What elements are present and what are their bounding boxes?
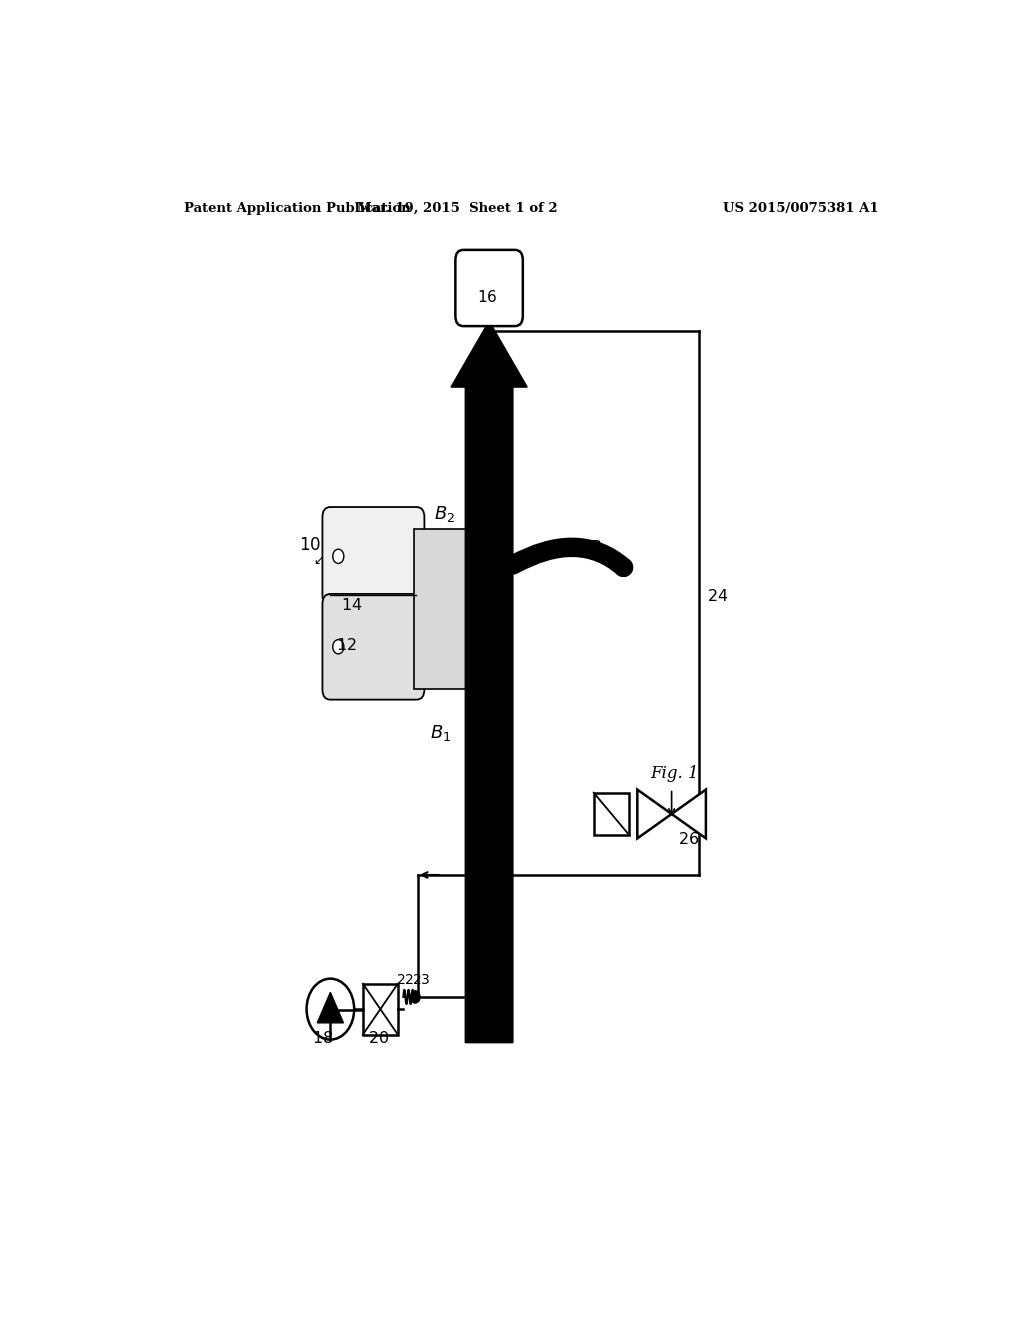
- Polygon shape: [672, 789, 706, 838]
- Text: Fig. 1: Fig. 1: [650, 766, 698, 783]
- Text: $\mathit{10}$: $\mathit{10}$: [299, 537, 321, 553]
- Polygon shape: [317, 993, 343, 1023]
- Text: $\mathit{16}$: $\mathit{16}$: [477, 289, 498, 305]
- Text: $\mathit{14}$: $\mathit{14}$: [341, 597, 362, 614]
- FancyBboxPatch shape: [323, 594, 424, 700]
- Text: $\mathit{23}$: $\mathit{23}$: [412, 973, 431, 987]
- Text: $\swarrow$: $\swarrow$: [310, 554, 324, 568]
- Text: Patent Application Publication: Patent Application Publication: [183, 202, 411, 215]
- Text: $\mathit{18}$: $\mathit{18}$: [312, 1030, 334, 1047]
- Text: $\mathit{B_2}$: $\mathit{B_2}$: [433, 504, 455, 524]
- Circle shape: [333, 640, 344, 653]
- Polygon shape: [637, 789, 672, 838]
- Text: $\mathit{26}$: $\mathit{26}$: [678, 832, 699, 849]
- FancyArrowPatch shape: [513, 548, 624, 568]
- Text: $\mathit{12}$: $\mathit{12}$: [336, 638, 356, 655]
- Text: $\mathit{B_1}$: $\mathit{B_1}$: [430, 723, 451, 743]
- Text: Mar. 19, 2015  Sheet 1 of 2: Mar. 19, 2015 Sheet 1 of 2: [357, 202, 558, 215]
- Text: $\mathit{B_3}$: $\mathit{B_3}$: [588, 537, 609, 558]
- Circle shape: [333, 549, 344, 564]
- Text: $\mathit{20}$: $\mathit{20}$: [368, 1030, 389, 1047]
- FancyBboxPatch shape: [323, 507, 424, 606]
- Polygon shape: [451, 321, 527, 1043]
- Bar: [362, 983, 397, 1035]
- Bar: [594, 792, 630, 836]
- Text: $\mathit{22}$: $\mathit{22}$: [396, 973, 415, 987]
- Circle shape: [411, 991, 420, 1003]
- Bar: [414, 529, 469, 689]
- Text: US 2015/0075381 A1: US 2015/0075381 A1: [723, 202, 879, 215]
- Text: $\mathit{24}$: $\mathit{24}$: [708, 587, 729, 605]
- FancyBboxPatch shape: [456, 249, 523, 326]
